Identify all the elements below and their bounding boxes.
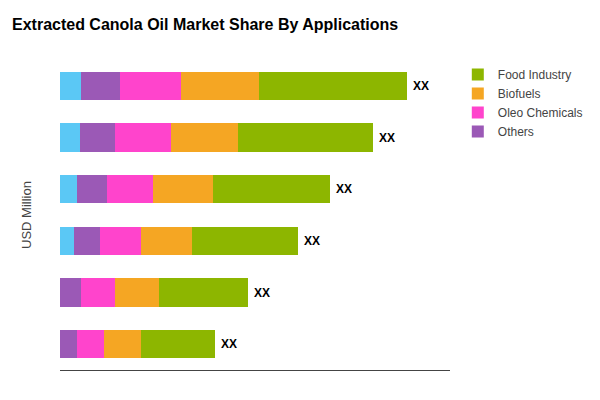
svg-text:XX: XX — [379, 131, 395, 145]
svg-text:Others: Others — [498, 125, 534, 139]
svg-text:XX: XX — [254, 286, 270, 300]
svg-text:USD Million: USD Million — [19, 181, 34, 249]
svg-text:Food Industry: Food Industry — [498, 68, 571, 82]
svg-text:Biofuels: Biofuels — [498, 87, 541, 101]
svg-text:XX: XX — [413, 79, 429, 93]
svg-text:XX: XX — [304, 234, 320, 248]
svg-text:Oleo Chemicals: Oleo Chemicals — [498, 106, 583, 120]
svg-text:XX: XX — [336, 182, 352, 196]
svg-text:XX: XX — [221, 337, 237, 351]
svg-text:Extracted Canola Oil Market Sh: Extracted Canola Oil Market Share By App… — [12, 16, 398, 33]
